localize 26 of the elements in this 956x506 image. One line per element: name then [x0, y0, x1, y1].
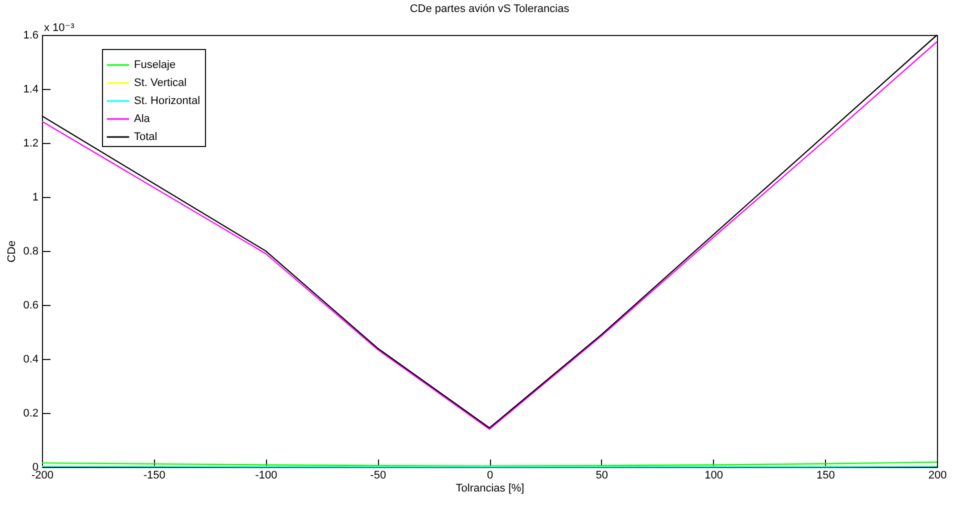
x-tick-label: -50: [370, 470, 386, 482]
x-axis-title: Tolrancias [%]: [456, 482, 524, 494]
legend-label: St. Horizontal: [134, 95, 200, 107]
x-tick-label: 150: [816, 470, 835, 482]
x-tick-label: 100: [704, 470, 723, 482]
y-tick-label: 1.2: [23, 138, 38, 150]
y-axis-title: CDe: [6, 240, 18, 263]
legend-label: St. Vertical: [134, 77, 187, 89]
y-tick-label: 1: [32, 192, 38, 204]
legend-label: Ala: [134, 113, 151, 125]
x-tick-label: -100: [255, 470, 278, 482]
y-tick-label: 1.6: [23, 30, 38, 42]
y-tick-label: 0.6: [23, 300, 38, 312]
text: x 10⁻³: [44, 22, 75, 34]
x-tick-label: -200: [31, 470, 54, 482]
x-tick-label: 200: [928, 470, 947, 482]
chart-title: CDe partes avión vS Tolerancias: [410, 3, 570, 15]
y-tick-label: 1.4: [23, 84, 38, 96]
legend-label: Total: [134, 131, 158, 143]
y-tick-label: 0.4: [23, 354, 38, 366]
x-tick-label: 50: [596, 470, 608, 482]
x-tick-label: 0: [486, 470, 494, 482]
x-tick-label: -150: [143, 470, 166, 482]
y-tick-label: 0.8: [23, 246, 38, 258]
y-tick-label: 0.2: [23, 408, 38, 420]
legend-label: Fuselaje: [134, 59, 176, 71]
